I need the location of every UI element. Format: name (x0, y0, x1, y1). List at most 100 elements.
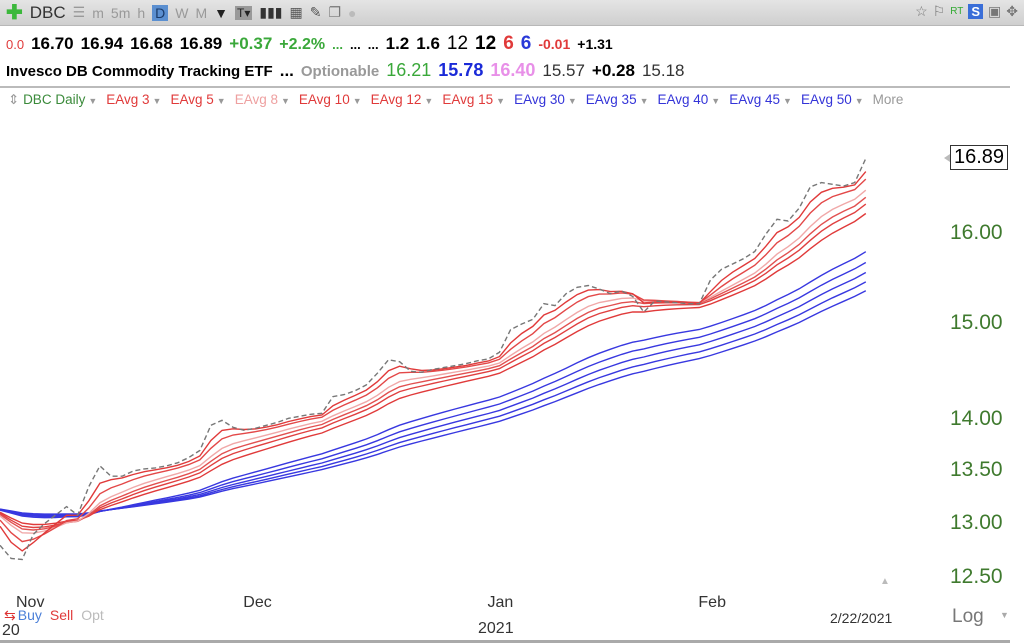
period-mo[interactable]: M (195, 4, 208, 21)
text-tool-icon[interactable]: T▾ (235, 5, 253, 20)
legend-label: EAvg 3 (106, 92, 150, 107)
chevron-down-icon[interactable]: ▼ (152, 96, 162, 106)
realtime-label[interactable]: RT (950, 6, 964, 17)
legend: ⇕ DBC Daily ▼ EAvg 3 ▼ EAvg 5 ▼ EAvg 8 ▼ EAvg 10… (8, 92, 903, 108)
legend-label: EAvg 45 (729, 92, 781, 107)
legend-item[interactable]: EAvg 30 ▼ (514, 92, 577, 108)
legend-label: EAvg 10 (298, 92, 350, 107)
toolbar-right: ☆ ⚐ RT S ▣ ✥ (915, 3, 1018, 20)
ema-35-line (0, 261, 867, 518)
legend-label: More (872, 92, 904, 107)
quote-low: 16.68 (130, 34, 173, 53)
log-scale-toggle[interactable]: Log (952, 606, 984, 627)
scale-dropdown-icon[interactable]: ▼ (1000, 610, 1009, 620)
legend-item[interactable]: More (873, 92, 904, 108)
horizontal-scrollbar[interactable] (0, 640, 1010, 643)
year-label-2020: 20 (2, 622, 20, 639)
legend-label: EAvg 12 (370, 92, 422, 107)
period-5m[interactable]: 5m (110, 4, 131, 21)
x-tick-label: Jan (487, 594, 514, 611)
quote-stat: -0.01 (538, 36, 571, 52)
chevron-down-icon[interactable]: ▼ (783, 96, 792, 106)
y-tick-label: 16.00 (950, 221, 1003, 244)
legend-item[interactable]: EAvg 50 ▼ (801, 92, 864, 108)
y-tick-label: 15.00 (950, 311, 1003, 335)
list-icon[interactable]: ☰ (72, 4, 86, 20)
period-h[interactable]: h (137, 4, 146, 21)
chevron-down-icon[interactable]: ▼ (88, 96, 98, 106)
chevron-down-icon[interactable]: ▼ (216, 96, 226, 106)
chevron-down-icon[interactable]: ▼ (711, 96, 721, 106)
legend-item[interactable]: ⇕ DBC Daily ▼ (8, 92, 97, 108)
ema-8-line (0, 189, 867, 534)
legend-item[interactable]: EAvg 40 ▼ (658, 92, 721, 108)
buy-button[interactable]: Buy (17, 607, 42, 623)
quote-close: 16.89 (179, 34, 223, 53)
x-tick-label: Feb (698, 594, 726, 611)
info-value: +0.28 (591, 61, 635, 80)
quote-dots: ... (367, 37, 379, 52)
trade-icon[interactable]: ⇆ (4, 607, 16, 623)
quote-stat: 6 (503, 33, 514, 54)
chevron-down-icon[interactable]: ▼ (854, 96, 864, 106)
info-value: 15.57 (542, 61, 585, 80)
quote-stat: 12 (475, 33, 497, 54)
legend-label: EAvg 50 (800, 92, 852, 107)
legend-item[interactable]: EAvg 3 ▼ (106, 92, 161, 108)
info-value: 16.21 (386, 60, 432, 80)
pencil-icon[interactable]: ✎ (309, 4, 322, 20)
last-price-box: 16.89 (950, 145, 1009, 170)
chevron-down-icon[interactable]: ▼ (424, 96, 434, 106)
chevron-down-icon[interactable]: ▼ (280, 96, 290, 106)
security-name: Invesco DB Commodity Tracking ETF (6, 63, 273, 80)
quote-row: 0.0 16.70 16.94 16.68 16.89 +0.37 +2.2% … (6, 33, 613, 55)
info-row: Invesco DB Commodity Tracking ETF ... Op… (6, 60, 684, 81)
legend-item[interactable]: EAvg 15 ▼ (442, 92, 505, 108)
symbol-field[interactable]: DBC (29, 2, 66, 22)
s-button[interactable]: S (968, 4, 984, 19)
reorder-icon[interactable]: ⇕ (8, 92, 24, 107)
move-icon[interactable]: ✥ (1006, 3, 1018, 19)
divider (0, 86, 1010, 88)
flag-icon[interactable]: ⚐ (932, 3, 946, 19)
ema-15-line (0, 212, 867, 526)
opt-button[interactable]: Opt (81, 607, 104, 623)
legend-item[interactable]: EAvg 5 ▼ (170, 92, 225, 108)
x-tick-label: Nov (16, 594, 45, 611)
ema-10-line (0, 196, 867, 531)
table-icon[interactable]: ▦ (289, 4, 303, 20)
scroll-up-icon[interactable]: ▲ (880, 576, 890, 587)
star-icon[interactable]: ☆ (915, 3, 928, 19)
chevron-down-icon[interactable]: ▼ (352, 96, 362, 106)
ema-3-line (0, 171, 867, 552)
quote-change: +0.37 (229, 34, 273, 53)
legend-item[interactable]: EAvg 10 ▼ (299, 92, 362, 108)
y-tick-label: 13.50 (950, 458, 1003, 481)
legend-item[interactable]: EAvg 8 ▼ (235, 92, 290, 108)
quote-stat: 12 (446, 33, 469, 54)
notes-icon[interactable]: ❐ (328, 4, 342, 20)
current-date: 2/22/2021 (830, 610, 893, 626)
add-symbol-icon[interactable]: ✚ (6, 2, 23, 24)
share-icon[interactable]: ● (348, 4, 357, 21)
period-dropdown-icon[interactable]: ▼ (214, 4, 229, 21)
period-m[interactable]: m (92, 4, 104, 21)
period-w[interactable]: W (175, 4, 189, 21)
sell-button[interactable]: Sell (49, 607, 74, 623)
quote-dots: ... (349, 37, 361, 52)
legend-item[interactable]: EAvg 45 ▼ (729, 92, 792, 108)
quote-dots: ... (332, 37, 343, 52)
legend-label: DBC Daily (23, 92, 86, 107)
bar-chart-icon[interactable]: ▮▮▮ (259, 4, 283, 20)
period-d[interactable]: D (152, 4, 169, 21)
chevron-down-icon[interactable]: ▼ (496, 96, 506, 106)
chevron-down-icon[interactable]: ▼ (567, 96, 577, 106)
info-value: 15.78 (438, 60, 484, 80)
ema-12-line (0, 203, 867, 529)
chevron-down-icon[interactable]: ▼ (639, 96, 649, 106)
legend-item[interactable]: EAvg 35 ▼ (586, 92, 649, 108)
y-tick-label: 13.00 (950, 510, 1003, 534)
legend-item[interactable]: EAvg 12 ▼ (371, 92, 434, 108)
save-icon[interactable]: ▣ (988, 3, 1002, 19)
